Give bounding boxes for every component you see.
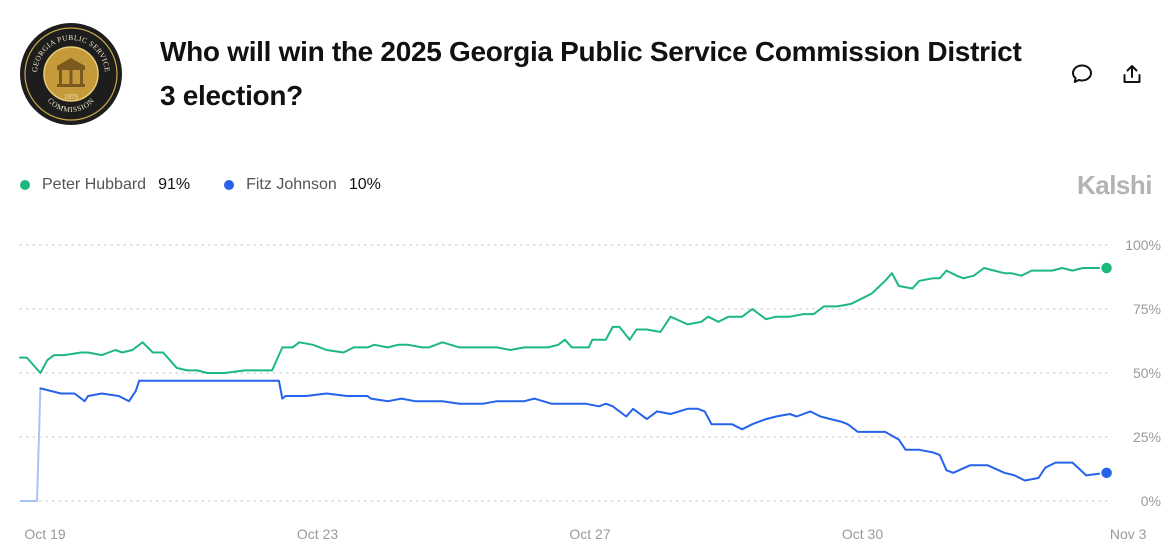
legend-value: 10% (348, 176, 381, 193)
x-tick-label: Oct 27 (569, 526, 610, 542)
x-tick-label: Oct 19 (24, 526, 65, 542)
page-title: Who will win the 2025 Georgia Public Ser… (160, 36, 1022, 111)
legend-value: 91% (158, 176, 191, 193)
svg-text:1879: 1879 (64, 93, 79, 101)
series-line-peter-hubbard (19, 267, 1108, 374)
legend-dot-peter-hubbard (20, 180, 30, 190)
series-end-marker (1099, 261, 1114, 275)
y-tick-label: 25% (1133, 429, 1161, 445)
series-end-marker (1099, 466, 1114, 480)
comment-button[interactable] (1068, 60, 1096, 88)
arch-icon (57, 58, 85, 87)
x-tick-label: Oct 23 (297, 526, 338, 542)
legend-name: Peter Hubbard (42, 176, 147, 193)
series-line-start (20, 388, 42, 502)
legend-dot-fitz-johnson (224, 180, 235, 190)
legend-name: Fitz Johnson (246, 176, 337, 193)
x-tick-label: Nov 3 (1110, 526, 1147, 542)
header-actions (1068, 60, 1146, 88)
y-tick-label: 75% (1133, 301, 1161, 317)
kalshi-brand-logo: Kalshi (1076, 170, 1153, 200)
price-history-chart[interactable]: 100% 75% 50% 25% 0% Oct 19 Oct 23 Oct 27 Oct 30 N… (0, 220, 1176, 560)
y-tick-label: 50% (1133, 365, 1161, 381)
share-button[interactable] (1118, 60, 1146, 88)
x-tick-label: Oct 30 (842, 526, 883, 542)
commission-seal-logo: GEORGIA PUBLIC SERVICE COMMISSION 1879 (19, 22, 123, 126)
chart-legend: Peter Hubbard 91% Fitz Johnson 10% (20, 176, 415, 194)
series-line-fitz-johnson (39, 379, 1108, 482)
share-icon (1123, 65, 1141, 83)
legend-item-fitz-johnson: Fitz Johnson 10% (224, 176, 381, 194)
y-tick-label: 0% (1141, 493, 1161, 509)
comment-icon (1072, 64, 1092, 83)
y-tick-label: 100% (1125, 237, 1161, 253)
seal-graphic: GEORGIA PUBLIC SERVICE COMMISSION 1879 (20, 23, 122, 125)
legend-item-peter-hubbard: Peter Hubbard 91% (20, 176, 190, 194)
